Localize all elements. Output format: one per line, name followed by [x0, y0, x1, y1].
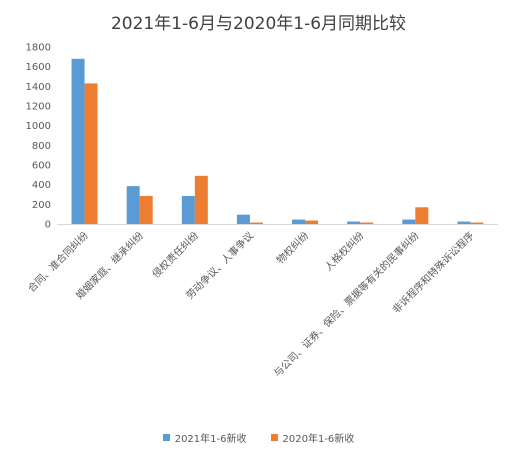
y-tick-label: 1800 — [26, 43, 51, 54]
bar-2020-2 — [194, 175, 208, 224]
x-tick-label: 人格权纠纷 — [322, 229, 367, 274]
bar-2020-5 — [360, 222, 374, 224]
x-tick-label: 侵权责任纠纷 — [149, 229, 201, 281]
y-tick-label: 1000 — [26, 121, 51, 132]
x-tick-label: 物权纠纷 — [274, 229, 311, 266]
y-tick-label: 400 — [32, 180, 51, 191]
bar-2021-4 — [292, 219, 306, 224]
y-tick-label: 1200 — [26, 102, 51, 113]
bar-2021-2 — [181, 195, 195, 224]
bar-2021-0 — [71, 58, 85, 224]
bar-2020-3 — [249, 222, 263, 224]
legend-item-2020: 2020年1-6新收 — [270, 430, 355, 445]
y-tick-label: 0 — [45, 220, 51, 231]
bar-2020-6 — [415, 207, 429, 224]
bar-2021-7 — [457, 221, 471, 224]
legend: 2021年1-6新收 2020年1-6新收 — [0, 430, 517, 445]
bar-2021-3 — [236, 214, 250, 224]
bar-2021-5 — [347, 221, 361, 224]
bar-2020-4 — [305, 220, 319, 224]
bar-2021-1 — [126, 186, 140, 224]
x-tick-label: 合同、准合同纠纷 — [25, 229, 91, 295]
legend-label-2020: 2020年1-6新收 — [282, 434, 355, 445]
bar-2020-1 — [139, 195, 153, 224]
bar-2020-0 — [84, 83, 98, 224]
chart-title: 2021年1-6月与2020年1-6月同期比较 — [110, 14, 407, 34]
legend-item-2021: 2021年1-6新收 — [162, 430, 247, 445]
y-tick-label: 1600 — [26, 62, 51, 73]
y-tick-label: 800 — [32, 141, 51, 152]
legend-swatch-2021 — [162, 434, 170, 441]
y-tick-label: 1400 — [26, 82, 51, 93]
bar-2020-7 — [470, 222, 484, 224]
bar-2021-6 — [402, 219, 416, 224]
y-tick-label: 200 — [32, 200, 51, 211]
legend-swatch-2020 — [270, 434, 278, 441]
legend-label-2021: 2021年1-6新收 — [174, 434, 247, 445]
y-tick-label: 600 — [32, 161, 51, 172]
